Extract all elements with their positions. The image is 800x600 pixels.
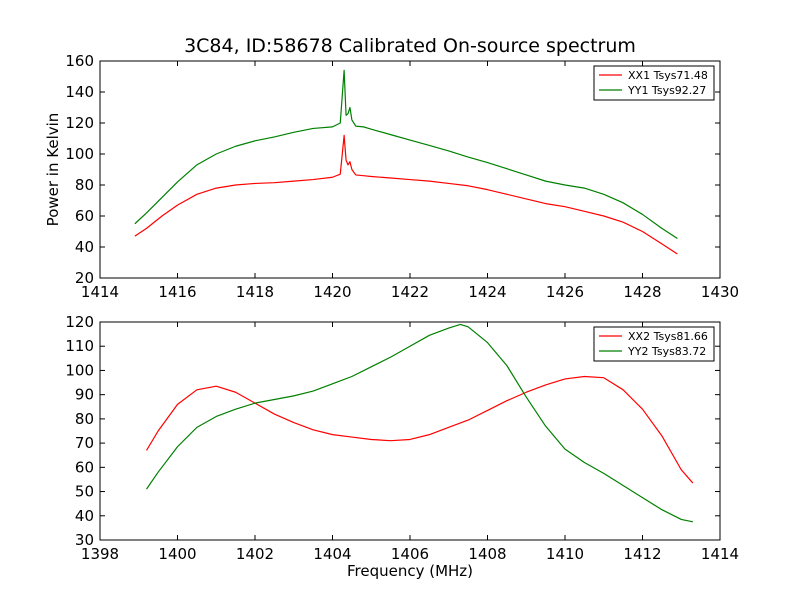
y-tick-label: 70	[75, 434, 94, 452]
y-tick-label: 90	[75, 386, 94, 404]
legend-entry: YY2 Tsys83.72	[627, 345, 706, 358]
x-tick-label: 1414	[701, 545, 739, 563]
x-tick-label: 1430	[701, 283, 739, 301]
x-tick-label: 1416	[158, 283, 196, 301]
x-tick-label: 1402	[236, 545, 274, 563]
series-line-1-1	[134, 134, 678, 255]
y-tick-label: 160	[65, 52, 94, 70]
y-tick-label: 30	[75, 531, 94, 549]
x-axis-label: Frequency (MHz)	[347, 562, 473, 580]
y-tick-label: 20	[75, 269, 94, 287]
y-tick-label: 80	[75, 410, 94, 428]
spectrum-panel-bottom: 1398 1400 1402 1404 1406 1408 1410 1412 1414 30 40…	[65, 313, 739, 580]
legend: XX2 Tsys81.66 YY2 Tsys83.72	[593, 326, 715, 362]
y-tick-label: 80	[75, 176, 94, 194]
y-tick-label: 50	[75, 483, 94, 501]
legend-entry: YY1 Tsys92.27	[627, 84, 706, 97]
legend-entry: XX2 Tsys81.66	[628, 330, 708, 343]
legend-box	[593, 326, 715, 362]
legend: XX1 Tsys71.48 YY1 Tsys92.27	[593, 65, 715, 101]
y-tick-label: 140	[65, 83, 94, 101]
x-tick-label: 1426	[546, 283, 584, 301]
spectrum-panel-top: 1414 1416 1418 1420 1422 1424 1426 1428 1430 20 40…	[44, 52, 739, 301]
x-tick-label: 1398	[81, 545, 119, 563]
y-axis-label: Power in Kelvin	[44, 113, 62, 227]
y-tick-label: 40	[75, 238, 94, 256]
y-tick-label: 60	[75, 207, 94, 225]
y-tick-label: 100	[65, 361, 94, 379]
x-tick-label: 1408	[468, 545, 506, 563]
legend-entry: XX1 Tsys71.48	[628, 69, 708, 82]
x-tick-label: 1400	[158, 545, 196, 563]
y-tick-label: 40	[75, 507, 94, 525]
x-tick-label: 1414	[81, 283, 119, 301]
legend-box	[593, 65, 715, 101]
y-tick-label: 60	[75, 458, 94, 476]
x-tick-label: 1428	[623, 283, 661, 301]
x-tick-label: 1422	[391, 283, 429, 301]
x-tick-label: 1420	[313, 283, 351, 301]
y-tick-label: 120	[65, 313, 94, 331]
x-tick-label: 1404	[313, 545, 351, 563]
series-line-1-2	[134, 69, 678, 239]
x-tick-label: 1424	[468, 283, 506, 301]
series-line-2-1	[145, 375, 694, 484]
y-tick-label: 100	[65, 145, 94, 163]
x-tick-label: 1406	[391, 545, 429, 563]
x-tick-label: 1418	[236, 283, 274, 301]
x-tick-label: 1410	[546, 545, 584, 563]
y-tick-label: 110	[65, 337, 94, 355]
figure-title: 3C84, ID:58678 Calibrated On-source spec…	[184, 35, 636, 57]
x-tick-label: 1412	[623, 545, 661, 563]
series-line-2-2	[146, 323, 693, 523]
y-tick-label: 120	[65, 114, 94, 132]
